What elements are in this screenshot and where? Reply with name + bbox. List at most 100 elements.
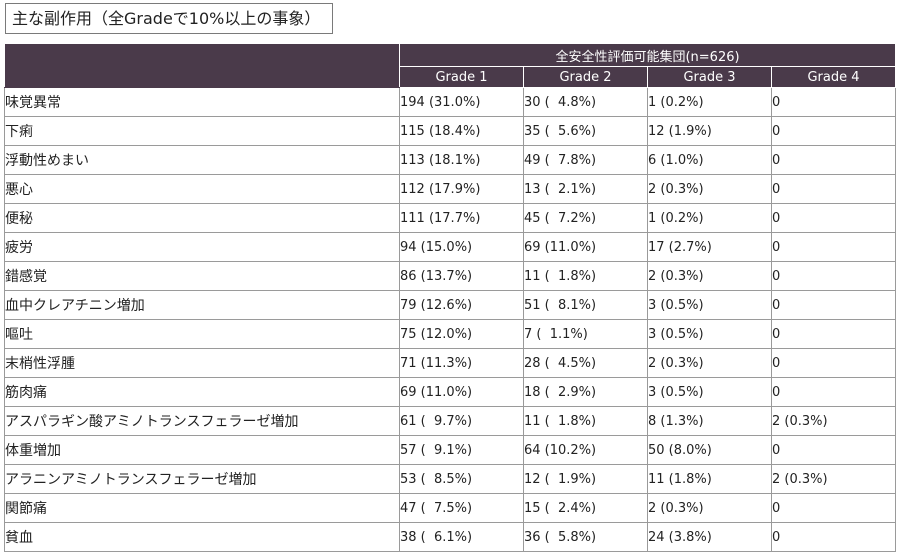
grade-2-cell: 11 ( 1.8%) <box>523 261 648 291</box>
table-row: 味覚異常 194 (31.0%) 30 ( 4.8%) 1 (0.2%) 0 <box>4 87 897 117</box>
event-name-cell: 便秘 <box>4 203 400 233</box>
grade-2-cell: 11 ( 1.8%) <box>523 406 648 436</box>
grade-1-cell: 71 (11.3%) <box>399 348 524 378</box>
grade-3-header: Grade 3 <box>647 66 772 88</box>
grade-1-cell: 61 ( 9.7%) <box>399 406 524 436</box>
grade-1-cell: 111 (17.7%) <box>399 203 524 233</box>
grade-3-cell: 1 (0.2%) <box>647 203 772 233</box>
adverse-events-table: 全安全性評価可能集団(n=626) Grade 1 Grade 2 Grade … <box>4 43 897 552</box>
event-name-cell: アラニンアミノトランスフェラーゼ増加 <box>4 464 400 494</box>
table-row: 筋肉痛 69 (11.0%) 18 ( 2.9%) 3 (0.5%) 0 <box>4 377 897 407</box>
grade-4-cell: 2 (0.3%) <box>770 464 897 494</box>
grade-3-cell: 8 (1.3%) <box>647 406 772 436</box>
grade-3-cell: 2 (0.3%) <box>647 261 772 291</box>
grade-1-cell: 113 (18.1%) <box>399 145 524 175</box>
grade-1-cell: 57 ( 9.1%) <box>399 435 524 465</box>
grade-4-cell: 0 <box>770 348 897 378</box>
table-row: 嘔吐 75 (12.0%) 7 ( 1.1%) 3 (0.5%) 0 <box>4 319 897 349</box>
grade-3-cell: 2 (0.3%) <box>647 348 772 378</box>
grade-2-cell: 36 ( 5.8%) <box>523 522 648 552</box>
grade-4-cell: 0 <box>770 174 897 204</box>
event-name-cell: 味覚異常 <box>4 87 400 117</box>
table-row: 疲労 94 (15.0%) 69 (11.0%) 17 (2.7%) 0 <box>4 232 897 262</box>
event-name-cell: 錯感覚 <box>4 261 400 291</box>
grade-4-cell: 0 <box>770 116 897 146</box>
grade-2-cell: 7 ( 1.1%) <box>523 319 648 349</box>
page-title: 主な副作用（全Gradeで10%以上の事象） <box>5 3 334 34</box>
table-row: 下痢 115 (18.4%) 35 ( 5.6%) 12 (1.9%) 0 <box>4 116 897 146</box>
grade-3-cell: 17 (2.7%) <box>647 232 772 262</box>
grade-4-cell: 0 <box>770 319 897 349</box>
grade-1-cell: 38 ( 6.1%) <box>399 522 524 552</box>
grade-2-cell: 13 ( 2.1%) <box>523 174 648 204</box>
grade-4-cell: 0 <box>770 203 897 233</box>
grade-1-cell: 69 (11.0%) <box>399 377 524 407</box>
grade-1-cell: 94 (15.0%) <box>399 232 524 262</box>
grade-4-cell: 0 <box>770 290 897 320</box>
table-row: 便秘 111 (17.7%) 45 ( 7.2%) 1 (0.2%) 0 <box>4 203 897 233</box>
grade-2-cell: 45 ( 7.2%) <box>523 203 648 233</box>
table-row: 貧血 38 ( 6.1%) 36 ( 5.8%) 24 (3.8%) 0 <box>4 522 897 552</box>
event-name-cell: 浮動性めまい <box>4 145 400 175</box>
event-name-cell: 悪心 <box>4 174 400 204</box>
grade-1-cell: 194 (31.0%) <box>399 87 524 117</box>
grade-1-cell: 79 (12.6%) <box>399 290 524 320</box>
table-row: 関節痛 47 ( 7.5%) 15 ( 2.4%) 2 (0.3%) 0 <box>4 493 897 523</box>
grade-4-cell: 0 <box>770 377 897 407</box>
grade-4-cell: 0 <box>770 261 897 291</box>
grade-2-cell: 18 ( 2.9%) <box>523 377 648 407</box>
grade-1-cell: 112 (17.9%) <box>399 174 524 204</box>
grade-3-cell: 1 (0.2%) <box>647 87 772 117</box>
grade-2-cell: 30 ( 4.8%) <box>523 87 648 117</box>
event-name-cell: アスパラギン酸アミノトランスフェラーゼ増加 <box>4 406 400 436</box>
table-row: アスパラギン酸アミノトランスフェラーゼ増加 61 ( 9.7%) 11 ( 1.8%… <box>4 406 897 436</box>
grade-1-cell: 53 ( 8.5%) <box>399 464 524 494</box>
grade-4-cell: 0 <box>770 522 897 552</box>
grade-3-cell: 11 (1.8%) <box>647 464 772 494</box>
table-body: 味覚異常 194 (31.0%) 30 ( 4.8%) 1 (0.2%) 0 下痢 115 … <box>4 87 897 552</box>
grade-2-cell: 49 ( 7.8%) <box>523 145 648 175</box>
grade-2-cell: 35 ( 5.6%) <box>523 116 648 146</box>
grade-4-cell: 2 (0.3%) <box>770 406 897 436</box>
table-row: 錯感覚 86 (13.7%) 11 ( 1.8%) 2 (0.3%) 0 <box>4 261 897 291</box>
grade-3-cell: 3 (0.5%) <box>647 319 772 349</box>
grade-3-cell: 2 (0.3%) <box>647 174 772 204</box>
grade-3-cell: 50 (8.0%) <box>647 435 772 465</box>
grade-4-cell: 0 <box>770 232 897 262</box>
grade-1-cell: 86 (13.7%) <box>399 261 524 291</box>
grade-1-header: Grade 1 <box>399 66 524 88</box>
table-row: 血中クレアチニン増加 79 (12.6%) 51 ( 8.1%) 3 (0.5%) 0 <box>4 290 897 320</box>
grade-4-cell: 0 <box>770 435 897 465</box>
header-corner <box>4 43 400 88</box>
grade-4-cell: 0 <box>770 493 897 523</box>
event-name-cell: 貧血 <box>4 522 400 552</box>
event-name-cell: 下痢 <box>4 116 400 146</box>
table-row: 悪心 112 (17.9%) 13 ( 2.1%) 2 (0.3%) 0 <box>4 174 897 204</box>
grade-1-cell: 47 ( 7.5%) <box>399 493 524 523</box>
grade-4-cell: 0 <box>770 145 897 175</box>
grade-3-cell: 3 (0.5%) <box>647 290 772 320</box>
event-name-cell: 筋肉痛 <box>4 377 400 407</box>
grade-4-header: Grade 4 <box>770 66 897 88</box>
event-name-cell: 嘔吐 <box>4 319 400 349</box>
table-row: 浮動性めまい 113 (18.1%) 49 ( 7.8%) 6 (1.0%) 0 <box>4 145 897 175</box>
grade-3-cell: 12 (1.9%) <box>647 116 772 146</box>
grade-4-cell: 0 <box>770 87 897 117</box>
table-row: アラニンアミノトランスフェラーゼ増加 53 ( 8.5%) 12 ( 1.9%) 11… <box>4 464 897 494</box>
grade-3-cell: 24 (3.8%) <box>647 522 772 552</box>
grade-3-cell: 6 (1.0%) <box>647 145 772 175</box>
table-row: 体重増加 57 ( 9.1%) 64 (10.2%) 50 (8.0%) 0 <box>4 435 897 465</box>
event-name-cell: 体重増加 <box>4 435 400 465</box>
grade-2-cell: 51 ( 8.1%) <box>523 290 648 320</box>
grade-2-header: Grade 2 <box>523 66 648 88</box>
grade-2-cell: 64 (10.2%) <box>523 435 648 465</box>
group-header: 全安全性評価可能集団(n=626) <box>398 43 897 67</box>
grade-2-cell: 28 ( 4.5%) <box>523 348 648 378</box>
event-name-cell: 血中クレアチニン増加 <box>4 290 400 320</box>
event-name-cell: 疲労 <box>4 232 400 262</box>
grade-3-cell: 2 (0.3%) <box>647 493 772 523</box>
event-name-cell: 関節痛 <box>4 493 400 523</box>
grade-1-cell: 75 (12.0%) <box>399 319 524 349</box>
grade-1-cell: 115 (18.4%) <box>399 116 524 146</box>
grade-2-cell: 12 ( 1.9%) <box>523 464 648 494</box>
